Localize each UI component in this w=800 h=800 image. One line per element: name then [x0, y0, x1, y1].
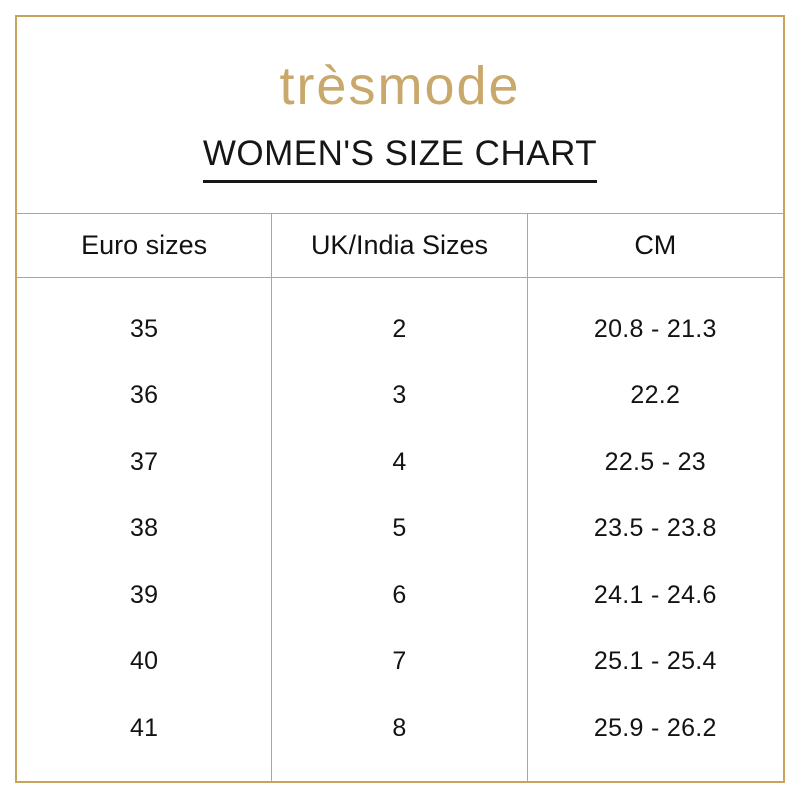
- cell-uk-india-size: 5: [392, 514, 407, 543]
- cell-euro-size: 41: [129, 713, 159, 742]
- cell-uk-india-size: 6: [392, 580, 407, 609]
- cell-uk-india-size: 8: [392, 713, 407, 742]
- column-euro-sizes: 35 36 37 38 39 40 41: [17, 278, 273, 781]
- cell-cm-range: 22.2: [630, 381, 681, 410]
- brand-logo: trèsmode: [279, 56, 521, 116]
- cell-cm-range: 25.9 - 26.2: [593, 713, 717, 742]
- column-header-cm: CM: [634, 230, 677, 260]
- column-header-euro-sizes: Euro sizes: [17, 214, 273, 277]
- column-cm: 20.8 - 21.3 22.2 22.5 - 23 23.5 - 23.8 2…: [528, 278, 783, 781]
- cell-cm-range: 20.8 - 21.3: [593, 314, 717, 343]
- cell-uk-india-size: 2: [392, 314, 407, 343]
- cell-uk-india-size: 4: [392, 447, 407, 476]
- cell-euro-size: 37: [129, 447, 159, 476]
- cell-cm-range: 25.1 - 25.4: [593, 647, 717, 676]
- cell-euro-size: 40: [129, 647, 159, 676]
- table-body: 35 36 37 38 39 40 41 2 3 4 5 6 7 8 20.8 …: [17, 278, 783, 781]
- title-wrap: WOMEN'S SIZE CHART: [17, 135, 783, 183]
- size-table: Euro sizes UK/India Sizes CM 35 36 37 38…: [17, 213, 783, 781]
- cell-cm-range: 22.5 - 23: [604, 447, 707, 476]
- cell-uk-india-size: 3: [392, 381, 407, 410]
- column-uk-india-sizes: 2 3 4 5 6 7 8: [272, 278, 528, 781]
- cell-cm-range: 23.5 - 23.8: [593, 514, 717, 543]
- page-title: WOMEN'S SIZE CHART: [202, 135, 598, 183]
- table-header-row: Euro sizes UK/India Sizes CM: [17, 213, 783, 278]
- cell-euro-size: 35: [129, 314, 159, 343]
- cell-euro-size: 36: [129, 381, 159, 410]
- cell-uk-india-size: 7: [392, 647, 407, 676]
- cell-euro-size: 39: [129, 580, 159, 609]
- size-chart-frame: trèsmode WOMEN'S SIZE CHART Euro sizes U…: [15, 15, 785, 783]
- column-header-uk-india-sizes: UK/India Sizes: [272, 214, 528, 277]
- cell-cm-range: 24.1 - 24.6: [593, 580, 717, 609]
- cell-euro-size: 38: [129, 514, 159, 543]
